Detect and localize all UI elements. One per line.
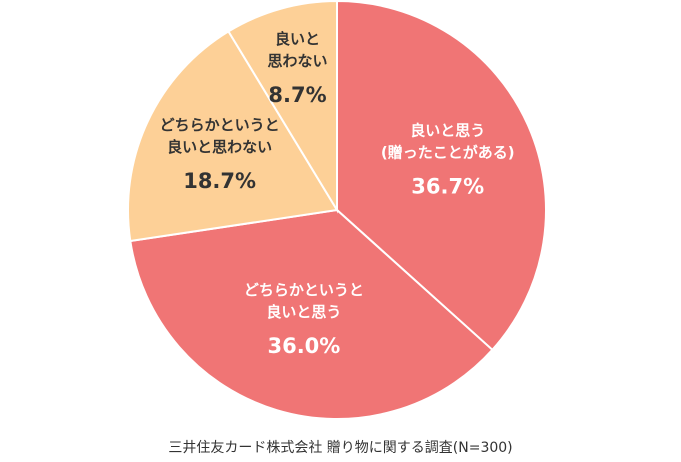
slice-category-label: どちらかというと — [244, 281, 364, 299]
slice-value-label: 8.7% — [268, 83, 326, 107]
pie-slice — [336, 0, 547, 352]
slice-category-label: 良いと思う — [410, 122, 485, 140]
pie-slice-label: 良いと思わない 8.7% — [268, 30, 328, 107]
slice-category-label: どちらかというと — [160, 116, 280, 134]
slice-category-label: 良いと — [275, 30, 320, 48]
slice-category-label: 良いと思う — [266, 303, 341, 321]
slice-category-label: 良いと思わない — [167, 138, 272, 156]
slice-value-label: 18.7% — [183, 169, 256, 193]
pie-slice — [127, 30, 339, 243]
pie-slice — [227, 0, 338, 214]
slice-value-label: 36.7% — [411, 175, 484, 199]
chart-source-caption: 三井住友カード株式会社 贈り物に関する調査(N=300) — [168, 440, 513, 456]
slice-value-label: 36.0% — [267, 334, 340, 358]
pie-slice — [129, 208, 494, 420]
pie-slice-label: 良いと思う (贈ったことがある) 36.7% — [381, 122, 515, 199]
slice-category-label: (贈ったことがある) — [381, 144, 515, 162]
slice-category-label: 思わない — [268, 52, 328, 70]
